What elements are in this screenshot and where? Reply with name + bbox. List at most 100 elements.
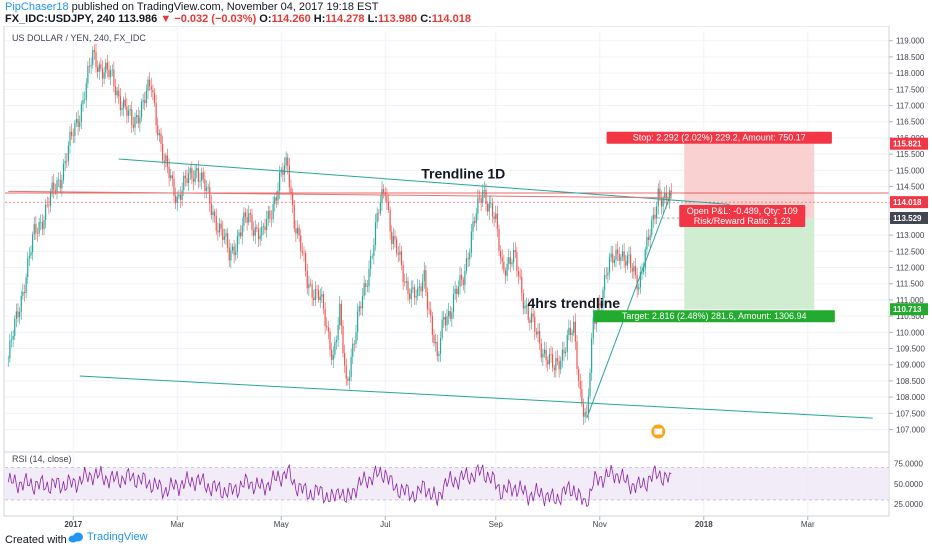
candle-body bbox=[526, 305, 528, 307]
candle-body bbox=[605, 275, 607, 276]
candle-body bbox=[139, 117, 141, 124]
tradingview-brand[interactable]: TradingView bbox=[68, 531, 148, 543]
candle-body bbox=[241, 225, 243, 237]
candle-body bbox=[474, 221, 476, 224]
candle-body bbox=[569, 327, 572, 335]
rsi-title: RSI (14, close) bbox=[12, 454, 72, 464]
candle-body bbox=[314, 289, 316, 301]
candle-body bbox=[287, 157, 289, 166]
candle-body bbox=[592, 317, 594, 339]
candle-body bbox=[446, 316, 448, 326]
candle-body bbox=[631, 267, 633, 272]
down-arrow-icon: ▼ bbox=[160, 13, 172, 25]
candle-body bbox=[95, 51, 97, 68]
candle-body bbox=[532, 313, 534, 317]
time-axis[interactable]: 2017 Mar May Jul Sep Nov 2018 Mar bbox=[64, 516, 815, 528]
candle-body bbox=[257, 228, 260, 240]
candle-body bbox=[222, 228, 224, 240]
candle-body bbox=[230, 250, 232, 261]
candle-body bbox=[309, 284, 312, 285]
candle-body bbox=[436, 342, 438, 356]
candle-body bbox=[578, 369, 580, 382]
x-tick-label: 2017 bbox=[64, 520, 82, 528]
candle-body bbox=[540, 343, 542, 358]
chart-area[interactable]: 119.000 118.500 118.000 117.500 117.000 116.5… bbox=[0, 26, 932, 528]
candle-body bbox=[256, 227, 258, 229]
candle-body bbox=[61, 180, 63, 189]
candle-body bbox=[363, 283, 365, 297]
candle-body bbox=[110, 70, 112, 78]
candle-body bbox=[482, 190, 484, 203]
candle-body bbox=[147, 79, 149, 91]
candle-body bbox=[188, 173, 190, 184]
y-tick-label: 107.500 bbox=[896, 409, 925, 418]
candle-body bbox=[97, 67, 99, 72]
candle-body bbox=[478, 197, 481, 199]
candle-body bbox=[626, 255, 628, 266]
candle-body bbox=[290, 187, 292, 194]
candle-body bbox=[618, 253, 620, 261]
candle-body bbox=[308, 284, 310, 289]
candle-body bbox=[360, 306, 362, 309]
candle-body bbox=[625, 260, 627, 266]
candle-body bbox=[66, 160, 68, 162]
candle-body bbox=[504, 270, 507, 276]
candle-body bbox=[228, 247, 230, 261]
chart-labels: US DOLLAR / YEN, 240, FX_IDC Trendline 1D… bbox=[12, 33, 835, 439]
candle-body bbox=[485, 190, 487, 204]
candle-body bbox=[69, 131, 71, 146]
price-tag-bg bbox=[890, 196, 928, 209]
candle-body bbox=[391, 231, 393, 245]
candle-body bbox=[651, 219, 653, 235]
candle-body bbox=[462, 279, 464, 286]
candle-body bbox=[259, 235, 261, 240]
candle-body bbox=[334, 342, 336, 355]
candle-body bbox=[636, 275, 638, 290]
candle-body bbox=[649, 234, 651, 241]
candle-body bbox=[215, 215, 217, 231]
candle-body bbox=[332, 354, 334, 360]
candle-body bbox=[602, 289, 604, 307]
candle-body bbox=[262, 226, 264, 228]
candle-body bbox=[561, 349, 563, 361]
candle-body bbox=[464, 271, 466, 286]
candle-body bbox=[322, 294, 325, 309]
price-tag-bg bbox=[890, 137, 928, 150]
candle-body bbox=[123, 99, 125, 109]
candle-body bbox=[386, 196, 388, 202]
author-link[interactable]: PipChaser18 bbox=[5, 1, 69, 13]
candle-body bbox=[119, 96, 121, 110]
candle-body bbox=[475, 213, 477, 224]
candle-body bbox=[301, 251, 303, 253]
candle-body bbox=[552, 354, 554, 368]
candle-body bbox=[62, 163, 65, 181]
y-tick-label: 113.000 bbox=[896, 231, 925, 240]
candle-body bbox=[236, 236, 238, 252]
candle-body bbox=[9, 340, 11, 359]
candle-body bbox=[103, 72, 105, 79]
candle-body bbox=[420, 286, 422, 292]
candle-body bbox=[530, 313, 533, 323]
candle-body bbox=[238, 232, 240, 237]
candle-body bbox=[522, 293, 524, 309]
price-axis[interactable]: 119.000 118.500 118.000 117.500 117.000 116.5… bbox=[888, 26, 928, 516]
candle-body bbox=[196, 168, 198, 171]
candle-body bbox=[270, 218, 273, 219]
candle-body bbox=[49, 191, 52, 206]
x-tick-label: Sep bbox=[489, 520, 504, 528]
chart-header: PipChaser18 published on TradingView.com… bbox=[0, 0, 932, 26]
candle-body bbox=[33, 224, 35, 235]
candle-body bbox=[321, 294, 323, 297]
candle-body bbox=[443, 316, 445, 320]
pnl-label: Open P&L: -0.489, Qty: 109 bbox=[687, 206, 798, 216]
candle-body bbox=[243, 212, 245, 226]
candle-body bbox=[279, 172, 281, 191]
candle-body bbox=[17, 311, 19, 318]
change-value: −0.032 (−0.03%) bbox=[174, 13, 257, 25]
open-value: 114.260 bbox=[271, 13, 311, 25]
candle-body bbox=[264, 226, 266, 231]
candle-body bbox=[108, 69, 110, 78]
candle-body bbox=[547, 360, 549, 365]
candle-body bbox=[449, 310, 451, 319]
candle-body bbox=[566, 334, 568, 352]
